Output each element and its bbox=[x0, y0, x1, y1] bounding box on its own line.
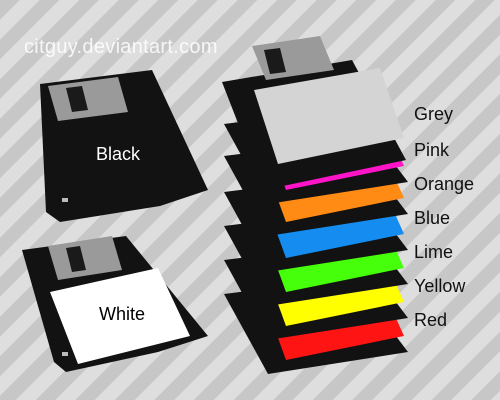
color-label-orange: Orange bbox=[414, 174, 475, 194]
watermark: citguy.deviantart.com bbox=[24, 36, 218, 58]
disk-stack bbox=[222, 36, 408, 374]
color-label-grey: Grey bbox=[414, 104, 454, 124]
disk-grey-face bbox=[254, 68, 404, 164]
disk-grey bbox=[222, 36, 406, 190]
white-disk-notch bbox=[62, 352, 68, 356]
white-disk-face bbox=[50, 268, 190, 364]
black-disk-shutter-window bbox=[66, 86, 88, 112]
color-label-lime: Lime bbox=[414, 242, 454, 262]
color-label-pink: Pink bbox=[414, 140, 450, 160]
white-disk-shutter-window bbox=[66, 246, 86, 272]
black-disk-notch bbox=[62, 198, 68, 202]
black-disk bbox=[40, 70, 208, 222]
white-disk-label: White bbox=[98, 304, 145, 324]
color-label-yellow: Yellow bbox=[414, 276, 466, 296]
white-disk-shutter bbox=[48, 236, 122, 280]
color-label-blue: Blue bbox=[414, 208, 451, 228]
white-disk bbox=[22, 236, 208, 372]
black-disk-label: Black bbox=[95, 144, 140, 164]
color-label-red: Red bbox=[414, 310, 448, 330]
disk-grey-shutter-window bbox=[264, 48, 286, 74]
